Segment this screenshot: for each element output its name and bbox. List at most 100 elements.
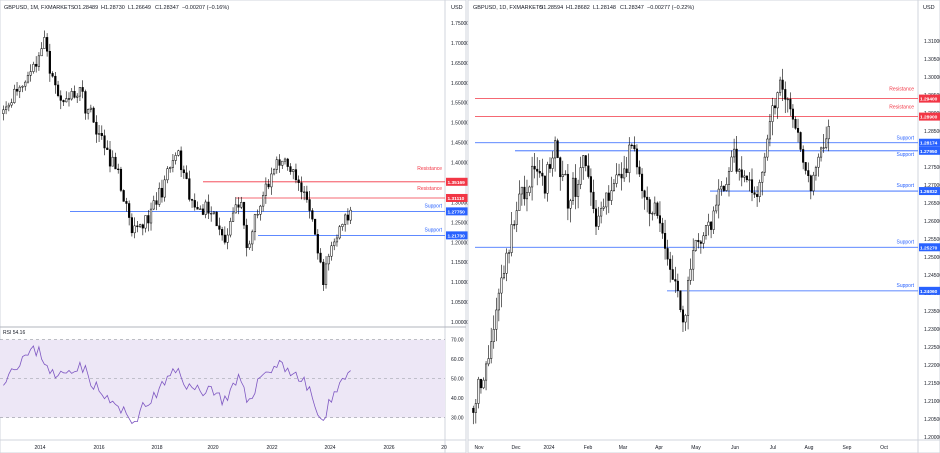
left-candle-body <box>122 190 125 202</box>
left-candle <box>48 43 51 82</box>
left-candle <box>106 140 109 150</box>
right-support-price-tag: 1.25270 <box>919 243 940 252</box>
left-candle <box>253 213 257 241</box>
right-candle <box>681 305 685 332</box>
right-candle <box>520 186 523 206</box>
left-time-axis[interactable]: 2014 2016 2018 2020 2022 2024 2026 20 <box>34 445 447 451</box>
left-change-value: −0.00207 (−0.16%) <box>182 5 229 11</box>
left-candle-body <box>313 218 317 235</box>
rsi-axis-tick-label: 30.00 <box>451 416 464 422</box>
right-price-tick-label: 1.21000 <box>924 399 940 405</box>
left-candle-body <box>18 86 21 92</box>
left-price-tag-value: 1.31110 <box>448 196 465 202</box>
right-candle-body <box>497 292 500 311</box>
right-candle-body <box>689 268 692 281</box>
right-candle-body <box>490 341 493 359</box>
left-price-tick-label: 1.70000 <box>451 41 469 47</box>
left-resistance-label: Resistance <box>417 166 442 172</box>
left-candle <box>297 175 300 191</box>
right-candle <box>761 171 764 196</box>
right-candle-body <box>735 148 738 172</box>
right-candle-body <box>702 235 705 244</box>
left-candle-body <box>319 252 322 263</box>
right-candle <box>730 150 733 172</box>
left-chart-panel[interactable]: GBPUSD, 1M, FXMARKETS O1.28489 H1.28730 … <box>0 0 469 453</box>
right-time-tick-label: Sep <box>843 445 852 451</box>
left-candle <box>103 129 106 156</box>
right-price-tick-label: 1.26500 <box>924 201 940 207</box>
right-time-tick-label: Oct <box>880 445 888 451</box>
left-candle-body <box>97 133 101 135</box>
left-support-price-tag: 1.27750 <box>446 207 468 216</box>
left-candle-body <box>210 213 213 215</box>
left-candle-body <box>286 158 289 167</box>
rsi-axis-tick-label: 40.00 <box>451 396 464 402</box>
right-time-tick-label: May <box>691 445 701 451</box>
left-candle <box>259 204 262 221</box>
right-candle-body <box>474 403 477 413</box>
left-candle-body <box>218 225 221 230</box>
left-candle <box>128 200 131 226</box>
right-candle-body <box>802 149 805 163</box>
right-time-axis[interactable]: Nov Dec 2024 Feb Mar Apr May Jun Jul Aug Sep Oct <box>475 445 889 451</box>
right-candle-body <box>750 179 754 193</box>
right-chart-panel[interactable]: GBPUSD, 1D, FXMARKETS O1.28594 H1.28682 … <box>467 0 940 453</box>
right-candle <box>505 248 508 282</box>
left-candle-body <box>221 229 224 236</box>
right-price-tick-label: 1.27500 <box>924 165 940 171</box>
left-candle <box>155 192 158 211</box>
right-price-tag-value: 1.25270 <box>920 245 938 251</box>
left-candle-body <box>335 237 339 243</box>
left-candle <box>283 157 287 165</box>
left-candle <box>237 197 240 215</box>
right-candle <box>669 251 672 283</box>
right-candle-body <box>569 200 572 209</box>
left-candle-body <box>174 155 177 161</box>
left-candle-body <box>297 179 300 183</box>
left-time-tick-label: 2026 <box>383 445 394 451</box>
right-candle-body <box>600 208 603 217</box>
right-candle-body <box>710 221 713 230</box>
right-candle <box>717 179 720 219</box>
left-candle <box>218 217 221 236</box>
left-candle <box>65 91 68 103</box>
right-candle-body <box>561 174 564 178</box>
right-candle <box>500 264 503 308</box>
right-candle <box>825 126 828 150</box>
left-candle-body <box>327 255 330 265</box>
left-candle-body <box>226 234 229 243</box>
left-candle-body <box>73 91 76 98</box>
right-price-tag-background <box>919 187 940 196</box>
right-candle <box>812 171 815 196</box>
left-candle <box>37 52 41 71</box>
left-candle-body <box>26 75 30 83</box>
right-candle-body <box>579 167 582 185</box>
left-candle-body <box>95 121 98 135</box>
right-candle-body <box>508 252 511 254</box>
left-price-tick-label: 1.15000 <box>451 260 469 266</box>
right-candle <box>653 196 656 216</box>
left-candle <box>119 166 123 193</box>
right-candle <box>822 133 825 153</box>
right-candle-body <box>485 363 488 381</box>
right-candle <box>579 156 582 190</box>
left-candle-body <box>160 187 164 198</box>
right-candle <box>799 131 802 152</box>
right-candle-body <box>610 190 613 201</box>
left-candle-body <box>40 48 43 57</box>
right-candle-body <box>773 105 777 109</box>
right-price-tick-label: 1.22000 <box>924 363 940 369</box>
right-candle <box>804 162 807 175</box>
left-price-tick-label: 1.65000 <box>451 61 469 67</box>
right-price-tag-value: 1.24060 <box>920 289 938 295</box>
right-candle-body <box>796 128 800 133</box>
right-resistance-label: Resistance <box>889 87 914 93</box>
right-candle <box>566 163 569 221</box>
left-price-tick-label: 1.25000 <box>451 220 469 226</box>
left-candle-body <box>100 133 103 136</box>
left-candle <box>199 205 202 210</box>
left-candle-body <box>237 204 240 208</box>
left-candle <box>130 213 133 237</box>
right-candle-body <box>515 210 518 225</box>
left-candle <box>149 202 153 231</box>
